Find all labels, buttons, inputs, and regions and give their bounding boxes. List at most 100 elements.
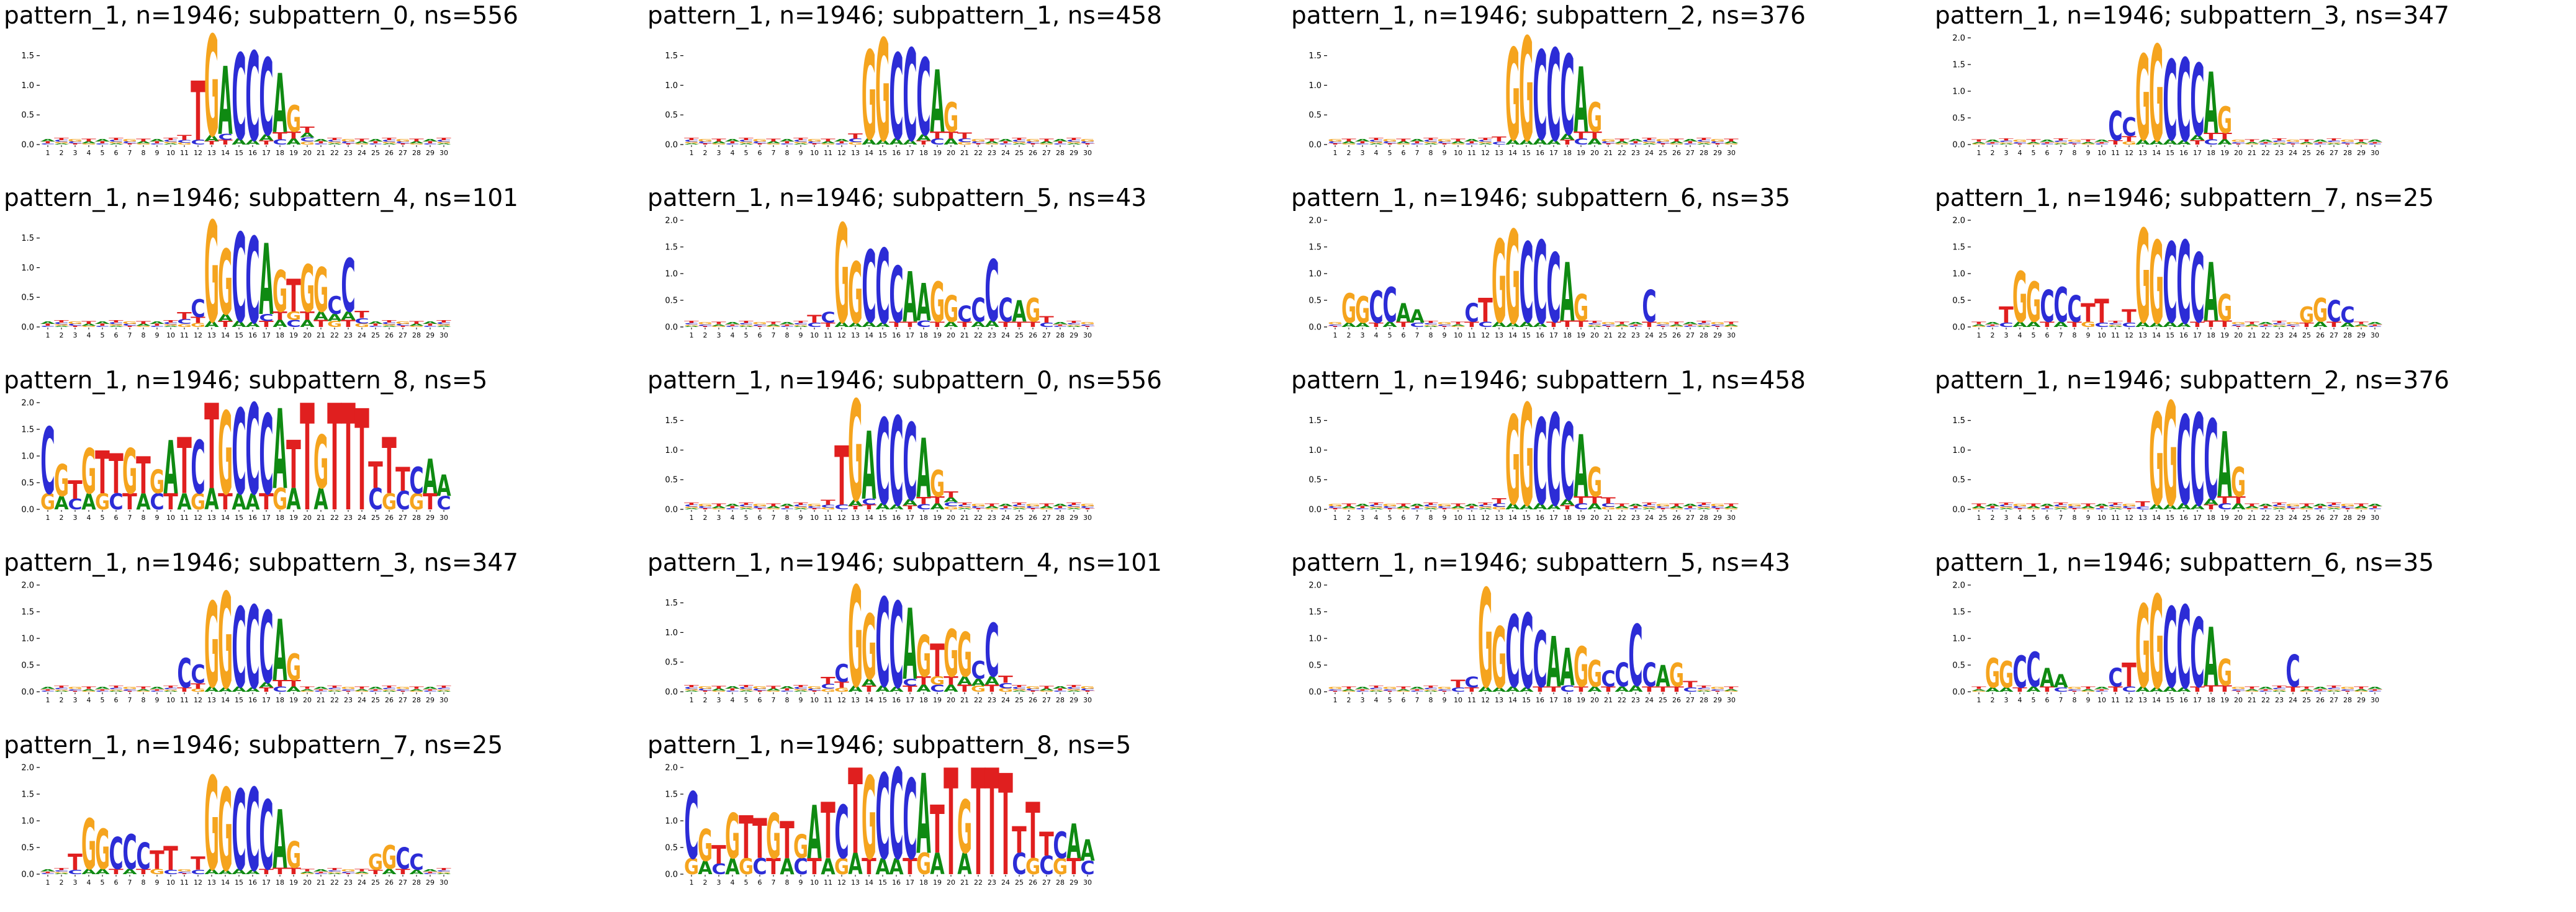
logo-letter-T: T [109, 868, 124, 877]
logo-letter-C: C [1053, 825, 1067, 867]
logo-letter-A: A [354, 871, 369, 874]
x-tick-label: 12 [2125, 696, 2133, 704]
logo-letter-A: A [1053, 504, 1068, 507]
logo-letter-T: T [191, 65, 205, 159]
logo-letter-G: G [2326, 142, 2341, 144]
logo-letter-G: G [957, 506, 972, 509]
x-tick-label: 11 [180, 331, 189, 339]
y-tick-label: 0.0 [1308, 323, 1322, 333]
logo-letter-C: C [1505, 596, 1520, 708]
logo-letter-A: A [862, 412, 876, 521]
logo-letter-C: C [1492, 141, 1506, 145]
x-tick-label: 14 [865, 331, 873, 339]
x-tick-label: 5 [744, 149, 749, 157]
logo-letter-C: C [109, 828, 123, 880]
logo-letter-T: T [1437, 326, 1452, 328]
logo-letter-G: G [943, 94, 958, 141]
logo-letter-C: C [916, 319, 930, 329]
logo-letter-C: C [1080, 689, 1094, 692]
logo-letter-C: C [2012, 646, 2027, 698]
x-tick-label: 22 [1618, 331, 1626, 339]
logo-letter-T: T [1710, 691, 1725, 692]
logo-letter-A: A [1053, 139, 1068, 143]
x-tick-label: 28 [412, 514, 421, 522]
logo-letter-T: T [354, 138, 369, 143]
logo-letter-A: A [423, 687, 438, 690]
x-tick-label: 1 [1333, 696, 1338, 704]
logo-letter-A: A [2163, 504, 2177, 511]
logo-letter-C: C [1025, 506, 1040, 509]
sequence-logo: 0.00.51.01.52.0CTA1AGCT2TCG3GAT4CTA5AGCT… [21, 579, 451, 708]
logo-letter-A: A [2245, 506, 2259, 509]
x-tick-label: 29 [1713, 149, 1722, 157]
x-tick-label: 18 [919, 514, 928, 522]
logo-letter-G: G [1696, 506, 1711, 509]
logo-letter-T: T [1985, 506, 2000, 509]
sequence-logo: 0.00.51.01.5AGCT1TCG2GAT3CTA4AGCT5TCG6GA… [665, 396, 1095, 525]
x-tick-label: 2 [1347, 331, 1351, 339]
logo-letter-C: C [1710, 324, 1724, 326]
logo-letter-C: C [2367, 326, 2382, 328]
logo-letter-C: C [889, 251, 903, 341]
logo-letter-T: T [1341, 138, 1356, 143]
x-tick-label: 16 [2179, 149, 2188, 157]
y-tick-label: 1.0 [21, 817, 34, 826]
x-tick-label: 26 [385, 149, 394, 157]
logo-letter-G: G [54, 689, 69, 691]
logo-letter-A: A [739, 326, 754, 328]
logo-letter-C: C [2313, 691, 2327, 692]
logo-letter-C: C [957, 504, 971, 507]
logo-letter-A: A [1628, 322, 1643, 325]
x-tick-label: 21 [1604, 696, 1613, 704]
logo-letter-A: A [204, 686, 219, 694]
logo-letter-T: T [395, 868, 410, 877]
x-tick-label: 26 [2316, 149, 2325, 157]
logo-letter-G: G [1696, 141, 1711, 144]
logo-letter-G: G [177, 323, 192, 328]
x-tick-label: 3 [73, 696, 78, 704]
y-tick-label: 2.0 [665, 217, 678, 226]
logo-letter-G: G [793, 324, 808, 326]
logo-letter-G: G [354, 691, 369, 692]
logo-letter-G: G [752, 686, 767, 689]
logo-letter-A: A [2135, 686, 2150, 694]
x-tick-label: 1 [46, 514, 50, 522]
x-tick-label: 6 [2045, 149, 2050, 157]
x-tick-label: 28 [2343, 149, 2352, 157]
y-tick-label: 1.0 [1952, 87, 1965, 97]
logo-letter-G: G [1396, 143, 1411, 145]
logo-letter-A: A [862, 677, 876, 688]
logo-letter-G: G [2231, 686, 2246, 689]
logo-letter-T: T [862, 685, 876, 694]
logo-letter-T: T [1012, 321, 1027, 329]
logo-letter-G: G [957, 141, 972, 145]
logo-letter-T: T [2231, 691, 2246, 692]
x-tick-label: 25 [1659, 331, 1667, 339]
logo-letter-T: T [916, 139, 932, 146]
x-tick-label: 25 [1015, 878, 1024, 887]
x-tick-label: 19 [2220, 696, 2229, 704]
y-tick-label: 1.0 [665, 628, 678, 638]
logo-letter-G: G [957, 785, 972, 870]
logo-letter-T: T [163, 839, 178, 878]
logo-letter-C: C [122, 825, 137, 880]
x-tick-label: 8 [2073, 514, 2077, 522]
logo-letter-T: T [2326, 685, 2341, 689]
x-tick-label: 27 [399, 696, 407, 704]
logo-letter-A: A [2163, 138, 2177, 146]
x-tick-label: 1 [690, 149, 694, 157]
x-tick-label: 1 [1977, 149, 1981, 157]
x-tick-label: 1 [1977, 696, 1981, 704]
x-tick-label: 21 [960, 514, 969, 522]
logo-letter-G: G [1437, 138, 1452, 142]
logo-letter-G: G [1437, 321, 1452, 324]
y-tick-label: 1.5 [21, 790, 34, 800]
logo-letter-T: T [1355, 141, 1370, 144]
x-tick-label: 14 [865, 696, 873, 704]
logo-letter-A: A [1423, 143, 1438, 145]
y-tick-label: 0.0 [21, 688, 34, 697]
logo-letter-G: G [1369, 689, 1384, 691]
logo-letter-G: G [1039, 143, 1054, 145]
logo-letter-T: T [272, 309, 287, 323]
logo-letter-G: G [1382, 686, 1397, 689]
